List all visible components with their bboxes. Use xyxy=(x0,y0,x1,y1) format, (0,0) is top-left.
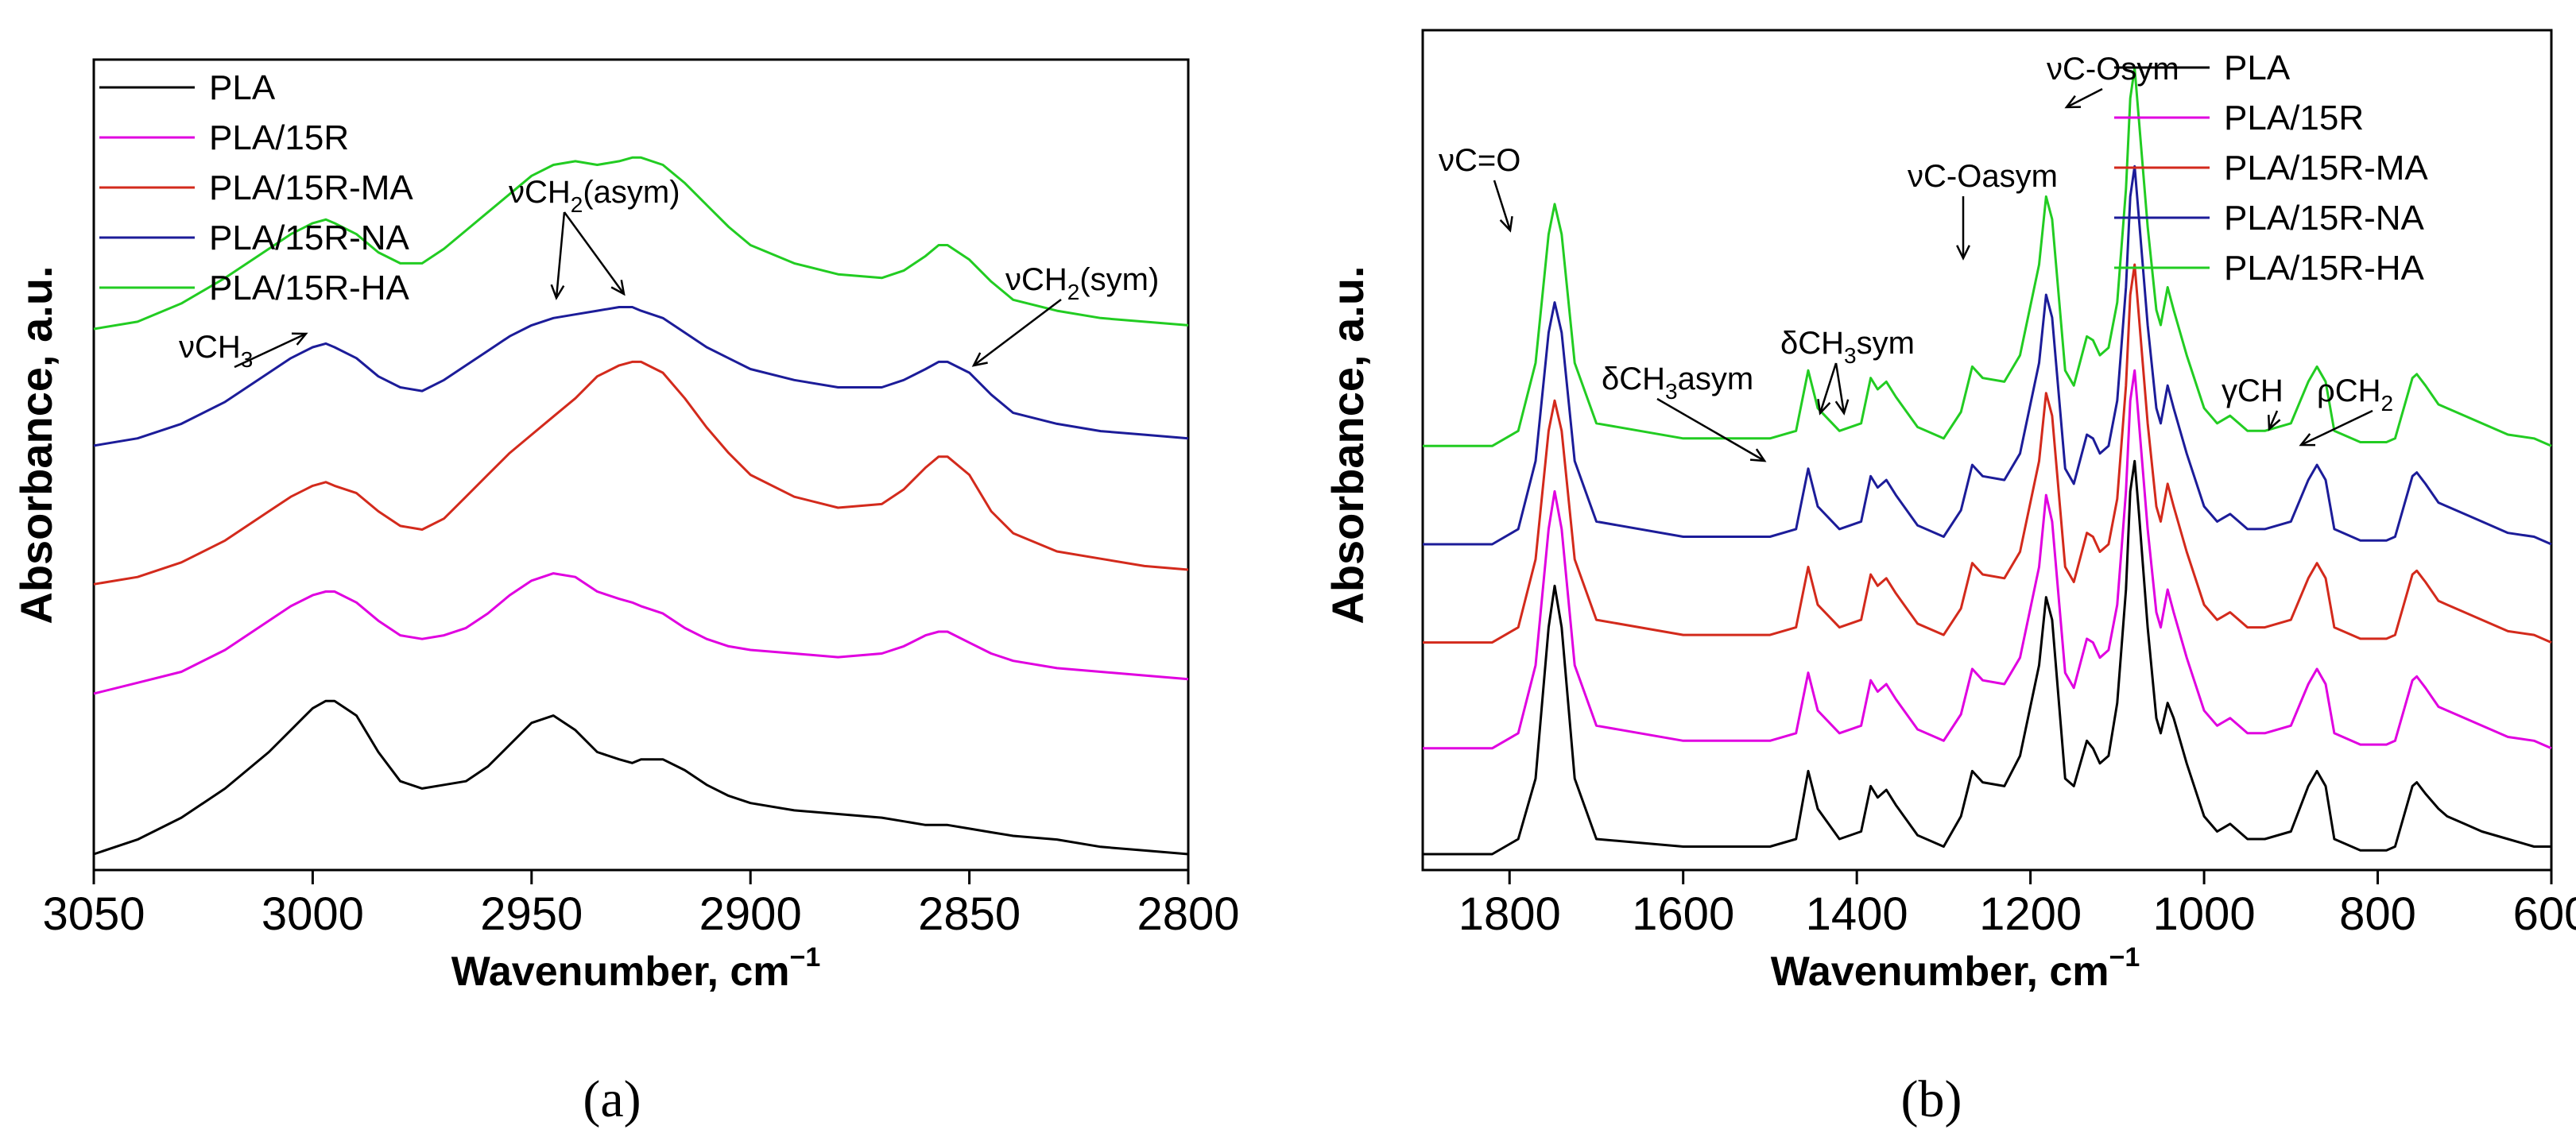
annotation-arrowhead xyxy=(291,332,308,346)
series-line-pla xyxy=(93,699,1189,856)
series-line-pla-15r xyxy=(93,572,1189,695)
x-tick-label: 1200 xyxy=(1979,888,2082,940)
panel-a-chart: Absorbance, a.u. Wavenumber, cm−1 (a) 30… xyxy=(11,58,1240,1128)
panel-a-xlabel: Wavenumber, cm−1 xyxy=(451,942,821,995)
x-tick-label: 1000 xyxy=(2153,888,2256,940)
annotation-label: νCH3 xyxy=(179,330,253,372)
annotation-arrowhead xyxy=(1499,216,1513,233)
legend-label: PLA/15R-NA xyxy=(209,219,410,257)
annotation-arrow xyxy=(1834,362,1846,414)
plot-frame xyxy=(92,58,1190,872)
annotation-label: δCH3sym xyxy=(1780,326,1915,368)
annotation-arrow xyxy=(2066,87,2103,109)
annotation-label: νCH2(sym) xyxy=(1005,262,1159,304)
panel-a-label: (a) xyxy=(583,1070,641,1128)
x-tick-label: 2850 xyxy=(918,888,1021,940)
annotation-arrowhead xyxy=(610,280,626,296)
annotation-arrowhead xyxy=(1834,399,1850,416)
legend-label: PLA/15R xyxy=(2224,99,2364,137)
series-line-pla-15r-na xyxy=(93,306,1189,447)
annotation-arrow xyxy=(234,332,307,369)
x-tick-label: 1400 xyxy=(1806,888,1908,940)
annotation-arrowhead xyxy=(2299,433,2316,447)
x-tick-label: 1600 xyxy=(1632,888,1734,940)
panel-a-ylabel: Absorbance, a.u. xyxy=(11,265,61,624)
x-tick-label: 2900 xyxy=(699,888,802,940)
annotation-arrow xyxy=(2268,410,2279,430)
annotation-arrowhead xyxy=(1956,245,1970,261)
annotation-arrow xyxy=(563,211,626,295)
annotation-arrowhead xyxy=(1817,399,1831,416)
series-line-pla-15r-ha xyxy=(1423,67,2552,447)
annotation-label: ρCH2 xyxy=(2317,373,2393,416)
x-tick-label: 800 xyxy=(2339,888,2416,940)
annotation-label: γCH xyxy=(2222,373,2284,408)
plot-frame xyxy=(1421,29,2553,872)
legend-label: PLA/15R-HA xyxy=(2224,249,2425,288)
annotation-arrowhead xyxy=(2064,95,2082,109)
x-tick-label: 3050 xyxy=(42,888,145,940)
panel-b-chart: Absorbance, a.u. Wavenumber, cm−1 (b) 18… xyxy=(1323,29,2576,1128)
annotation-label: νC-Osym xyxy=(2047,52,2179,87)
x-tick-label: 2800 xyxy=(1137,888,1239,940)
series-line-pla-15r xyxy=(1423,369,2552,750)
series-line-pla-15r-na xyxy=(1423,164,2552,546)
annotation-arrow xyxy=(2300,409,2373,447)
annotation-arrowhead xyxy=(1749,448,1767,462)
x-tick-label: 2950 xyxy=(480,888,583,940)
annotation-label: νC=O xyxy=(1439,143,1520,178)
annotation-arrow xyxy=(1493,180,1512,231)
series-line-pla xyxy=(1423,459,2551,856)
annotation-arrow xyxy=(973,299,1062,366)
legend-label: PLA xyxy=(2224,48,2291,87)
annotation-label: νC-Oasym xyxy=(1908,159,2058,194)
legend-label: PLA/15R-NA xyxy=(2224,199,2425,238)
series-line-pla-15r-ha xyxy=(93,156,1189,331)
panel-b-xlabel: Wavenumber, cm−1 xyxy=(1771,942,2140,995)
legend-label: PLA/15R-HA xyxy=(209,269,410,307)
annotation-label: δCH3asym xyxy=(1602,362,1753,404)
x-tick-label: 3000 xyxy=(261,888,364,940)
annotation-arrow xyxy=(1819,362,1838,414)
annotation-label: νCH2(asym) xyxy=(509,175,680,217)
annotation-arrowhead xyxy=(971,352,988,367)
annotation-arrowhead xyxy=(2268,414,2281,431)
legend-label: PLA/15R-MA xyxy=(2224,149,2428,188)
annotation-arrow xyxy=(555,211,566,299)
series-line-pla-15r-ma xyxy=(1423,263,2552,644)
series-line-pla-15r-ma xyxy=(93,360,1189,586)
annotation-arrow xyxy=(1656,397,1765,462)
legend-label: PLA/15R xyxy=(209,118,349,157)
legend-label: PLA xyxy=(209,68,276,107)
panel-b-ylabel: Absorbance, a.u. xyxy=(1323,265,1373,624)
x-tick-label: 1800 xyxy=(1458,888,1561,940)
x-tick-label: 600 xyxy=(2513,888,2576,940)
legend-label: PLA/15R-MA xyxy=(209,168,413,207)
annotation-arrowhead xyxy=(550,284,565,300)
panel-b-label: (b) xyxy=(1901,1070,1962,1128)
